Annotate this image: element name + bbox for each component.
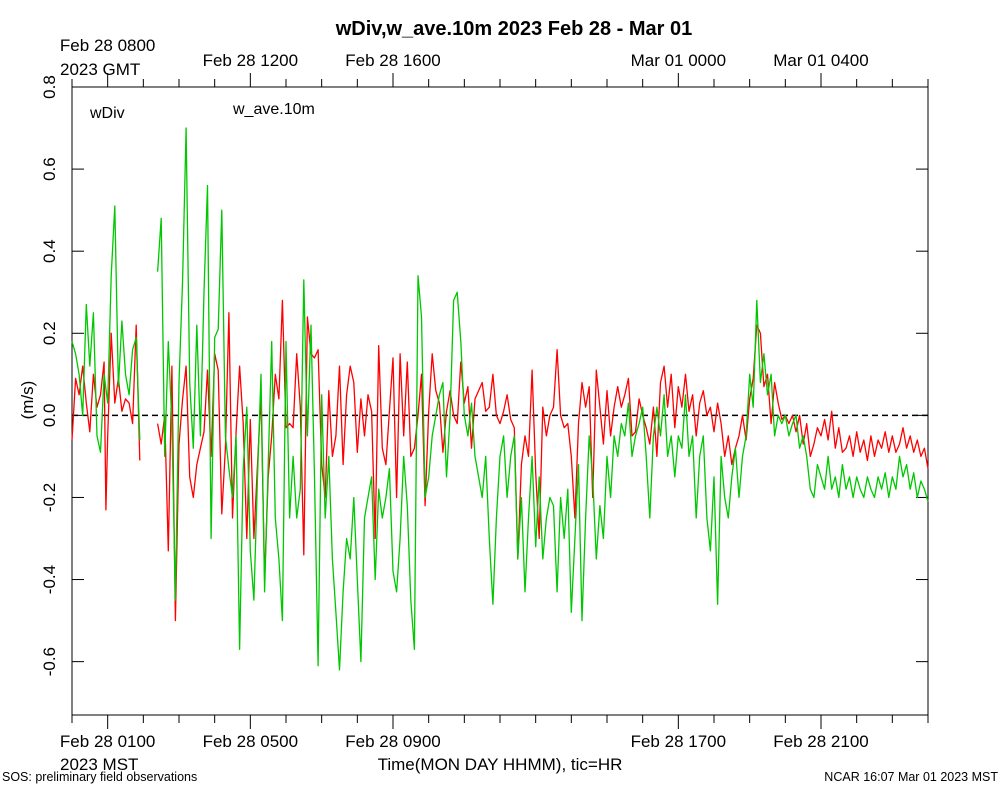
x-tick-label-top: Mar 01 0400 (773, 51, 868, 70)
x-axis-label: Time(MON DAY HHMM), tic=HR (378, 755, 623, 774)
y-tick-label: 0.8 (40, 75, 59, 99)
y-tick-label: 0.2 (40, 321, 59, 345)
series-line-wdiv-segment-1 (156, 299, 929, 622)
series-line-w-ave-segment-0 (71, 205, 141, 453)
top-zone-label: 2023 GMT (60, 60, 140, 79)
x-tick-label-bottom: Feb 28 0500 (203, 732, 298, 751)
plot-area: 0.80.60.40.20.0-0.2-0.4-0.6 Feb 28 0100 F… (40, 36, 929, 751)
y-axis-ticks: 0.8 0.6 0.4 0.2 0.0 -0.2 -0.4 -0.6 (40, 75, 928, 676)
y-tick-label: -0.6 (40, 647, 59, 676)
y-tick-label: -0.2 (40, 483, 59, 512)
series-line-w-ave-segment-1 (156, 127, 929, 671)
x-tick-label-bottom: Feb 28 1700 (631, 732, 726, 751)
footer-right-text: NCAR 16:07 Mar 01 2023 MST (824, 770, 998, 784)
x-axis-ticks: Feb 28 0100 Feb 28 0500 Feb 28 0900 Feb 28 … (60, 36, 929, 751)
y-tick-label: 0.0 (40, 404, 59, 428)
y-tick-label: 0.6 (40, 157, 59, 181)
x-tick-label-top: Mar 01 0000 (631, 51, 726, 70)
y-tick-label: 0.4 (40, 239, 59, 263)
chart-title: wDiv,w_ave.10m 2023 Feb 28 - Mar 01 (335, 18, 693, 40)
x-tick-label-top: Feb 28 1200 (203, 51, 298, 70)
x-tick-label-bottom: Feb 28 2100 (773, 732, 868, 751)
legend-label-w-ave: w_ave.10m (232, 101, 315, 118)
y-axis-label: (m/s) (18, 381, 37, 420)
series-lines (71, 127, 929, 671)
x-tick-label-bottom: Feb 28 0100 (60, 732, 155, 751)
x-tick-label-top: Feb 28 0800 (60, 36, 155, 55)
x-tick-label-top: Feb 28 1600 (345, 51, 440, 70)
legend-label-wdiv: wDiv (89, 105, 125, 122)
bottom-zone-label: 2023 MST (60, 755, 138, 774)
x-tick-label-bottom: Feb 28 0900 (345, 732, 440, 751)
y-tick-label: -0.4 (40, 565, 59, 594)
legend: wDiv w_ave.10m (89, 101, 315, 122)
footer-left-text: SOS: preliminary field observations (2, 770, 197, 784)
